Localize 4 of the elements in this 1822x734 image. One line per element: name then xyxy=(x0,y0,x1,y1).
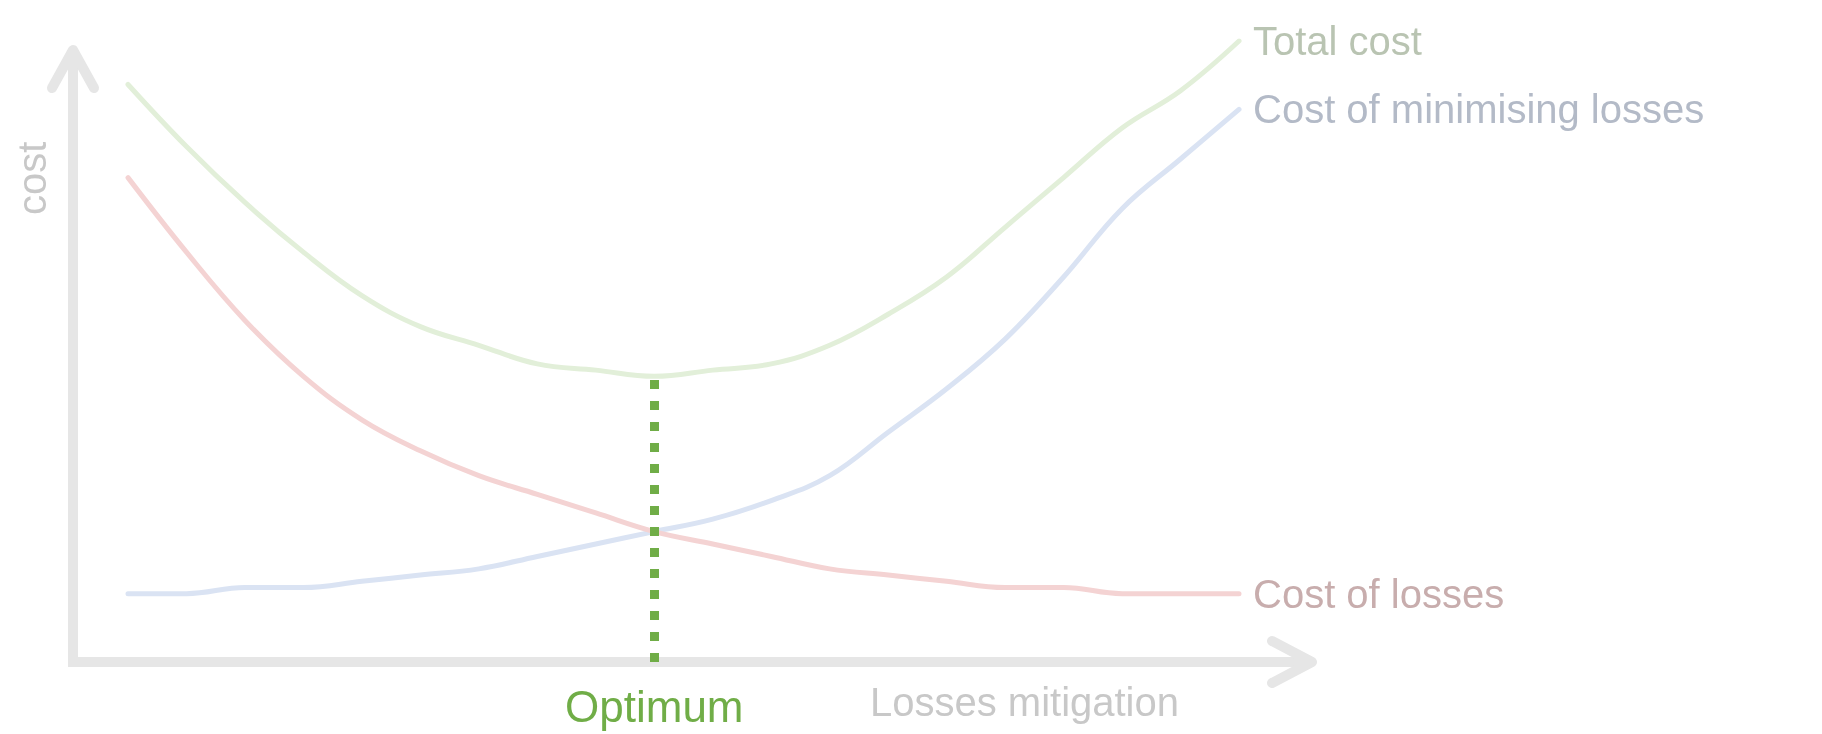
series-label: Cost of minimising losses xyxy=(1253,87,1705,132)
text: Optimum xyxy=(565,681,744,731)
series-label: Total cost xyxy=(1253,19,1422,63)
series-label: Cost of losses xyxy=(1253,571,1505,616)
